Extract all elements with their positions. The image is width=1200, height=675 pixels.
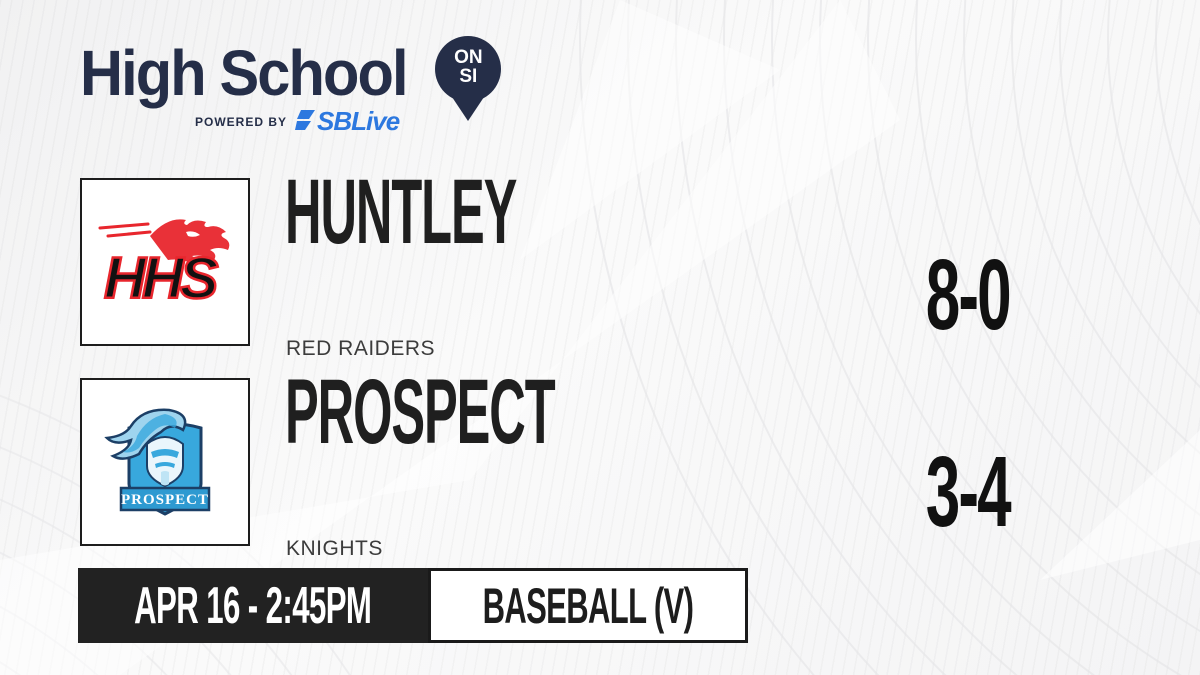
on-si-pin-icon: ON SI [433,36,503,126]
sblive-logo: SBLive [295,106,400,137]
sblive-bolt-icon [295,109,316,130]
event-sport: BASEBALL (V) [482,577,694,634]
team-name-prospect: PROSPECT [285,361,556,463]
team-mascot-huntley: RED RAIDERS [286,337,436,360]
event-datetime-box: APR 16 - 2:45PM [78,568,428,643]
team-mascot-prospect: KNIGHTS [286,537,383,560]
event-sport-box: BASEBALL (V) [428,568,748,643]
on-si-pin-label: ON SI [454,47,483,87]
team-record-huntley: 8-0 [925,239,1011,351]
huntley-hhs-logo: HHS [98,219,230,312]
team-record-prospect: 3-4 [925,436,1011,548]
event-datetime: APR 16 - 2:45PM [134,576,372,635]
team-logo-box-prospect: PROSPECT [80,378,250,546]
huntley-logo-text: HHS [104,246,219,311]
brand-header: High School ON SI POWERED BY SBLive [80,36,503,136]
brand-title: High School [80,37,409,109]
powered-by-row: POWERED BY SBLive [195,106,400,137]
team-logo-box-huntley: HHS [80,178,250,346]
sblive-wordmark: SBLive [317,106,400,136]
prospect-logo-text: PROSPECT [121,492,209,508]
team-name-huntley: HUNTLEY [285,161,517,263]
powered-by-label: POWERED BY [195,114,288,129]
prospect-knights-logo: PROSPECT [104,408,211,516]
event-footer: APR 16 - 2:45PM BASEBALL (V) [78,568,748,643]
